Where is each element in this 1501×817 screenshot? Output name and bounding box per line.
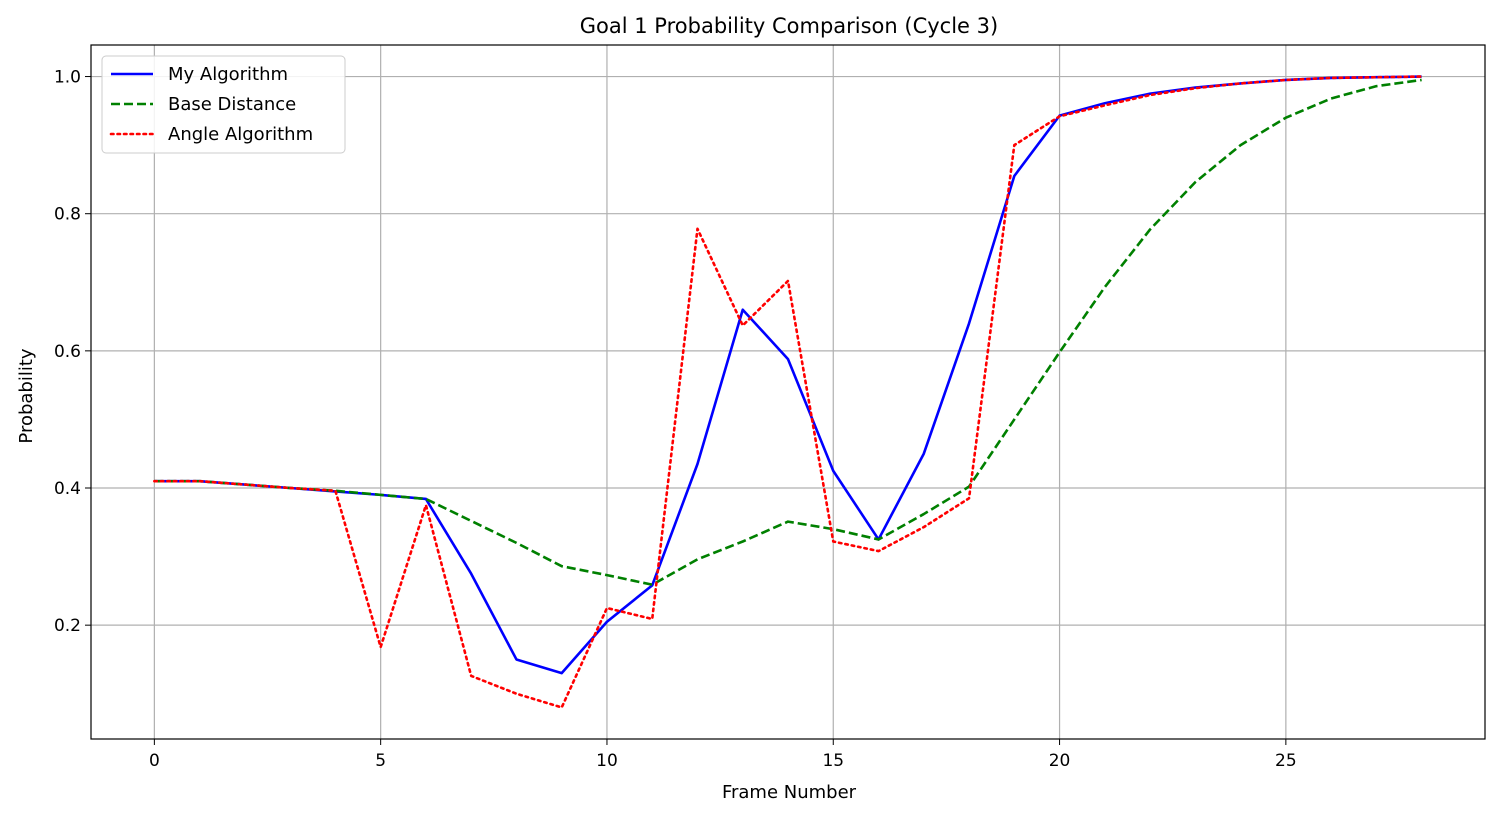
y-tick-label: 1.0 <box>54 68 81 88</box>
plot-frame <box>90 44 1486 740</box>
legend-label: Base Distance <box>168 94 296 115</box>
y-tick-label: 0.4 <box>54 479 81 499</box>
legend: My Algorithm Base Distance Angle Algorithm <box>101 55 346 154</box>
series-line-base-distance <box>154 78 1422 587</box>
x-axis-title: Frame Number <box>722 782 857 803</box>
x-tick-label: 5 <box>375 751 386 771</box>
x-tick-label: 0 <box>149 751 160 771</box>
y-tick-label: 0.6 <box>54 342 81 362</box>
y-tick-label: 0.8 <box>54 205 81 225</box>
x-tick-label: 20 <box>1049 751 1071 771</box>
x-tick-label: 25 <box>1275 751 1297 771</box>
legend-box <box>101 55 346 154</box>
axis-ticks: 0 5 10 15 20 25 0.2 0.4 0.6 0.8 1.0 <box>54 68 1297 771</box>
x-tick-label: 15 <box>822 751 844 771</box>
y-axis-title: Probability <box>16 348 37 443</box>
x-tick-label: 10 <box>596 751 618 771</box>
series-lines <box>153 75 1423 709</box>
legend-label: My Algorithm <box>168 64 288 85</box>
y-tick-label: 0.2 <box>54 616 81 636</box>
grid <box>91 45 1485 739</box>
legend-label: Angle Algorithm <box>168 124 313 145</box>
chart-title: Goal 1 Probability Comparison (Cycle 3) <box>580 14 998 38</box>
series-line-angle-algorithm <box>153 75 1423 709</box>
